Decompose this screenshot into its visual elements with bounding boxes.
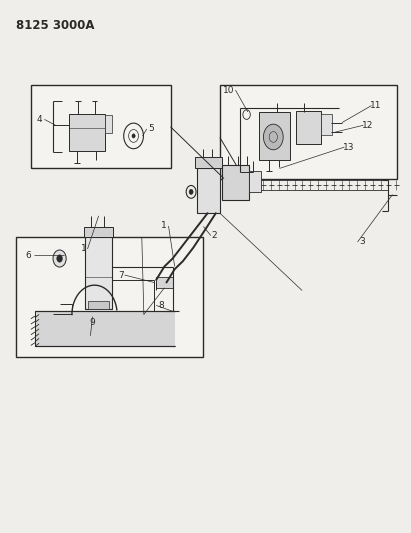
Bar [88,301,109,309]
Text: 12: 12 [362,121,374,130]
Bar [35,311,175,346]
Bar [69,114,105,151]
Text: 3: 3 [359,238,365,246]
Circle shape [57,255,62,262]
Text: 4: 4 [36,115,42,124]
Bar [296,111,321,144]
Bar [16,237,203,357]
Text: 11: 11 [370,101,382,110]
Text: 5: 5 [148,125,154,133]
Text: 8: 8 [159,301,164,310]
Bar [321,114,332,135]
Circle shape [189,189,193,195]
Text: 9: 9 [90,318,95,327]
Circle shape [132,134,135,138]
Bar [197,168,220,213]
Bar [220,85,397,179]
Text: 2: 2 [211,231,217,240]
Circle shape [243,110,250,119]
Bar [249,171,261,192]
Text: 13: 13 [343,143,354,151]
Bar [84,227,113,237]
Text: 8125 3000A: 8125 3000A [16,19,95,31]
Bar [105,115,112,133]
Bar [259,112,290,160]
Bar [222,165,249,200]
Bar [85,237,112,309]
Circle shape [53,250,66,267]
Bar [156,277,173,288]
Text: 1: 1 [161,222,166,230]
Text: 10: 10 [223,86,234,94]
Bar [195,157,222,168]
Text: 1: 1 [81,245,87,253]
Text: 6: 6 [25,251,31,260]
Text: 7: 7 [118,271,124,279]
Bar [31,85,171,168]
Circle shape [263,124,283,150]
